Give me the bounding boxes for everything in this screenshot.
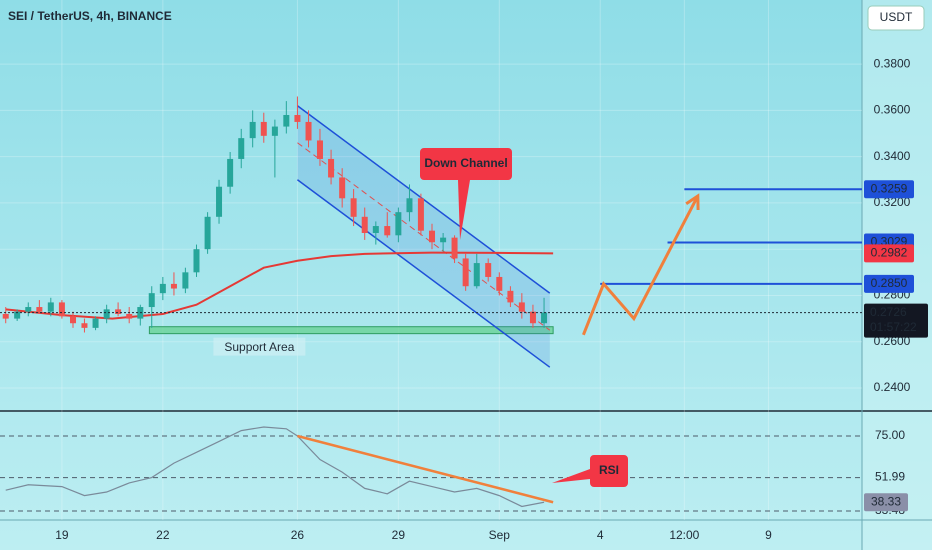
support-label-bg <box>213 337 306 356</box>
y-tick-label: 0.3400 <box>874 149 911 163</box>
candle-body <box>204 216 211 250</box>
countdown: 01:57:22 <box>870 320 917 334</box>
candle-body <box>47 302 54 312</box>
candle-body <box>115 309 122 314</box>
candle-body <box>473 263 480 287</box>
x-tick-label: 9 <box>765 528 772 542</box>
candle-body <box>81 323 88 328</box>
x-tick-label: 12:00 <box>669 528 699 542</box>
candle-body <box>249 121 256 139</box>
candle-body <box>227 158 234 187</box>
x-tick-label: Sep <box>489 528 511 542</box>
candle-body <box>294 114 301 122</box>
candle-body <box>372 226 379 233</box>
candle-body <box>36 307 43 312</box>
candle-body <box>350 198 357 217</box>
candle-body <box>541 312 548 324</box>
candle-body <box>283 114 290 127</box>
candle-body <box>148 293 155 308</box>
candle-body <box>451 237 458 259</box>
callout-label: Down Channel <box>424 156 507 170</box>
candle-body <box>395 212 402 236</box>
candle-body <box>305 121 312 141</box>
callout-box <box>552 455 628 487</box>
candle-body <box>92 318 99 328</box>
price-badge <box>864 303 928 338</box>
x-tick-label: 22 <box>156 528 170 542</box>
candle-body <box>440 237 447 243</box>
rsi-line <box>5 426 545 508</box>
x-tick-label: 29 <box>392 528 406 542</box>
level-badge <box>864 180 914 199</box>
moving-average <box>5 251 554 320</box>
candle-body <box>417 198 424 231</box>
candle-body <box>14 311 21 319</box>
candle-body <box>339 177 346 199</box>
candle-body <box>496 276 503 291</box>
ma-badge <box>864 244 914 263</box>
candle-body <box>25 307 32 312</box>
candle-body <box>260 121 267 136</box>
currency-button[interactable] <box>867 5 925 31</box>
candle-body <box>429 230 436 243</box>
y-tick-label: 75.00 <box>875 428 905 442</box>
callout-box <box>420 148 512 240</box>
candle-body <box>58 302 65 317</box>
channel-fill <box>297 105 550 368</box>
candle-body <box>406 198 413 213</box>
candle-body <box>361 216 368 233</box>
x-tick-label: 19 <box>55 528 69 542</box>
projection <box>582 195 700 336</box>
candle-body <box>103 309 110 319</box>
support-area <box>148 326 554 335</box>
candle-body <box>216 186 223 217</box>
candle-body <box>126 313 133 319</box>
x-tick-label: 4 <box>597 528 604 542</box>
y-tick-label: 51.99 <box>875 470 905 484</box>
ma-label: 0.2982 <box>871 246 908 260</box>
level-label: 0.3259 <box>871 181 908 195</box>
candle-body <box>238 138 245 159</box>
projection-head <box>685 193 700 211</box>
candle-body <box>70 316 77 324</box>
rsi-trend <box>297 434 554 504</box>
candle-body <box>271 126 278 136</box>
candle-body <box>159 283 166 294</box>
rsi-badge <box>864 493 908 512</box>
x-tick-label: 26 <box>291 528 305 542</box>
rsi-value-label: 38.33 <box>871 494 901 508</box>
candle-body <box>384 226 391 236</box>
channel-line <box>296 179 551 368</box>
candle-body <box>485 263 492 277</box>
candle-body <box>2 313 9 319</box>
candle-body <box>328 158 335 178</box>
y-tick-label: 0.3200 <box>874 195 911 209</box>
candle-body <box>462 258 469 287</box>
callout-label: RSI <box>599 463 619 477</box>
chart-title: SEI / TetherUS, 4h, BINANCE <box>8 9 172 23</box>
level-badge <box>864 274 914 293</box>
y-tick-label: 0.2400 <box>874 380 911 394</box>
candle-body <box>170 283 177 289</box>
candle-body <box>193 249 200 273</box>
candle-body <box>182 272 189 289</box>
price-label: 0.2726 <box>870 305 907 319</box>
y-tick-label: 0.3800 <box>874 56 911 70</box>
candle-body <box>507 290 514 303</box>
candle-body <box>316 140 323 159</box>
support-label: Support Area <box>224 340 294 354</box>
y-tick-label: 0.3600 <box>874 103 911 117</box>
candle-body <box>529 311 536 324</box>
currency-label[interactable]: USDT <box>880 10 913 24</box>
level-label: 0.2850 <box>871 276 908 290</box>
candle-body <box>518 302 525 312</box>
